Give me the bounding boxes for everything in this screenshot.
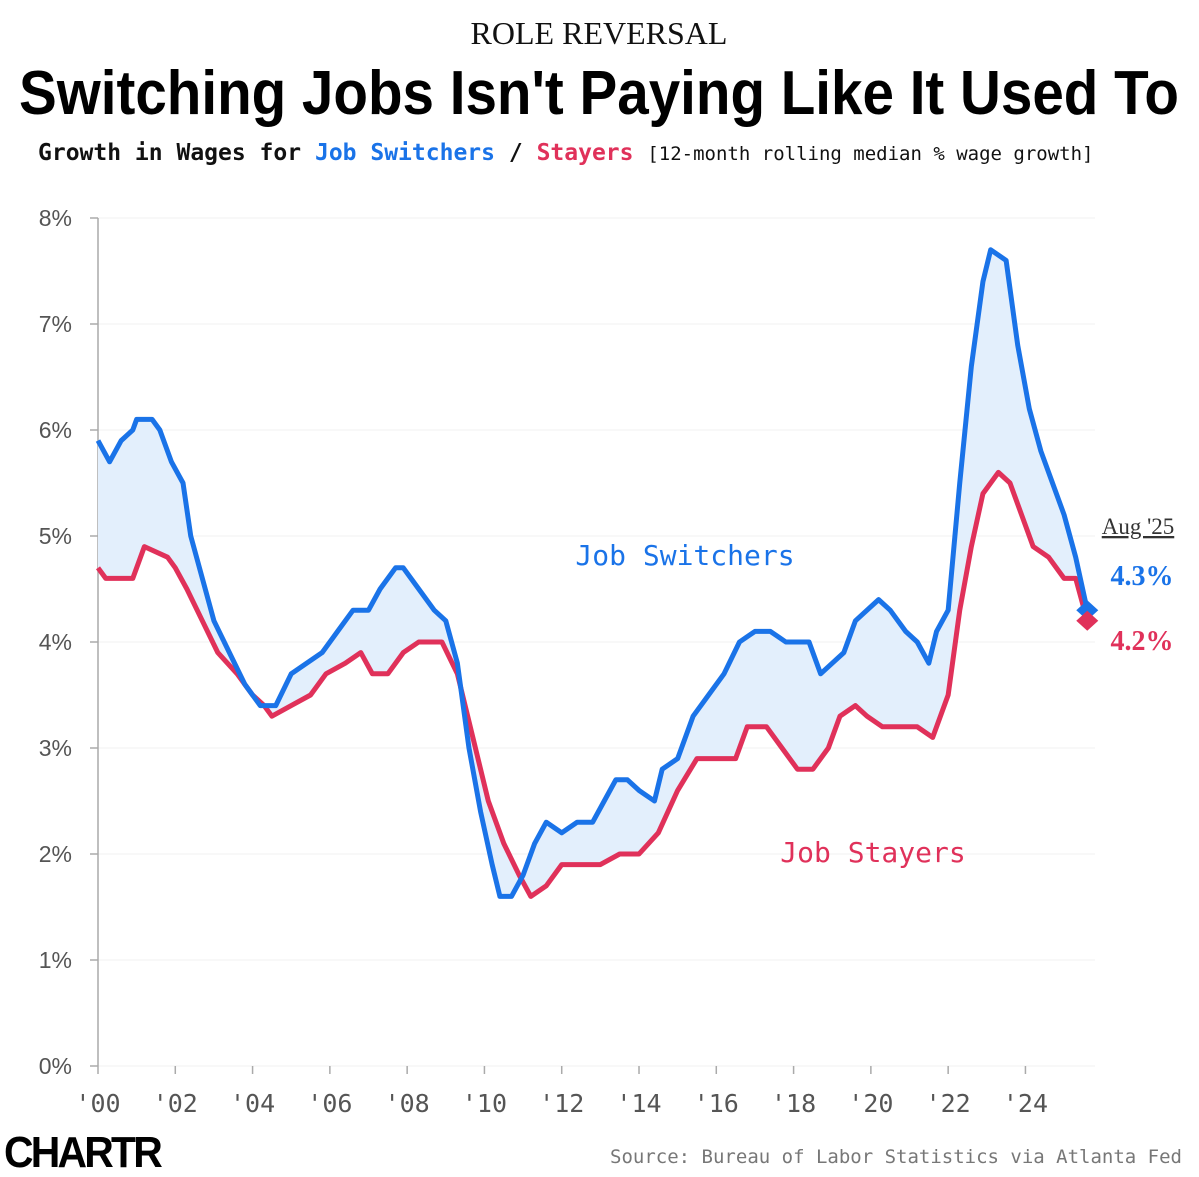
y-tick-label: 3%: [39, 735, 72, 761]
series-label: Job Switchers: [575, 539, 794, 572]
x-tick-label: '16: [694, 1089, 739, 1118]
logo: CHARTR: [4, 1128, 162, 1177]
x-tick-label: '24: [1003, 1089, 1048, 1118]
y-tick-label: 1%: [39, 947, 72, 973]
source: Source: Bureau of Labor Statistics via A…: [610, 1146, 1182, 1168]
y-tick-label: 6%: [39, 417, 72, 443]
end-date-label: Aug '25: [1102, 514, 1175, 539]
y-tick-label: 7%: [39, 311, 72, 337]
x-tick-label: '10: [462, 1089, 507, 1118]
kicker: ROLE REVERSAL: [471, 15, 728, 51]
subtitle-part: /: [509, 140, 523, 166]
series-label: Job Stayers: [780, 836, 965, 869]
x-tick-label: '00: [75, 1089, 120, 1118]
x-tick-label: '18: [771, 1089, 816, 1118]
subtitle: Growth in Wages for Job Switchers / Stay…: [38, 140, 1093, 166]
subtitle-part: Job Switchers: [315, 140, 495, 166]
subtitle-part: Growth in Wages for: [38, 140, 301, 166]
x-tick-label: '20: [848, 1089, 893, 1118]
end-value-label: 4.3%: [1111, 561, 1174, 592]
x-tick-label: '14: [616, 1089, 661, 1118]
x-tick-label: '02: [153, 1089, 198, 1118]
end-marker: [1076, 600, 1099, 621]
series-line: [95, 247, 1090, 899]
chart-title: Switching Jobs Isn't Paying Like It Used…: [19, 59, 1179, 128]
grid: [98, 217, 1095, 1067]
x-tick-label: '06: [307, 1089, 352, 1118]
end-marker: [1076, 610, 1099, 631]
y-tick-label: 5%: [39, 523, 72, 549]
end-value-label: 4.2%: [1111, 626, 1174, 657]
x-tick-label: '12: [539, 1089, 584, 1118]
subtitle-part: Stayers: [537, 140, 634, 166]
gap-fill: [98, 249, 1088, 897]
y-tick-label: 0%: [39, 1053, 72, 1079]
x-tick-label: '08: [385, 1089, 430, 1118]
subtitle-part: [12-month rolling median % wage growth]: [647, 143, 1093, 165]
y-tick-label: 4%: [39, 629, 72, 655]
y-tick-label: 8%: [39, 205, 72, 231]
y-tick-label: 2%: [39, 841, 72, 867]
x-tick-label: '22: [926, 1089, 971, 1118]
x-tick-label: '04: [230, 1089, 275, 1118]
